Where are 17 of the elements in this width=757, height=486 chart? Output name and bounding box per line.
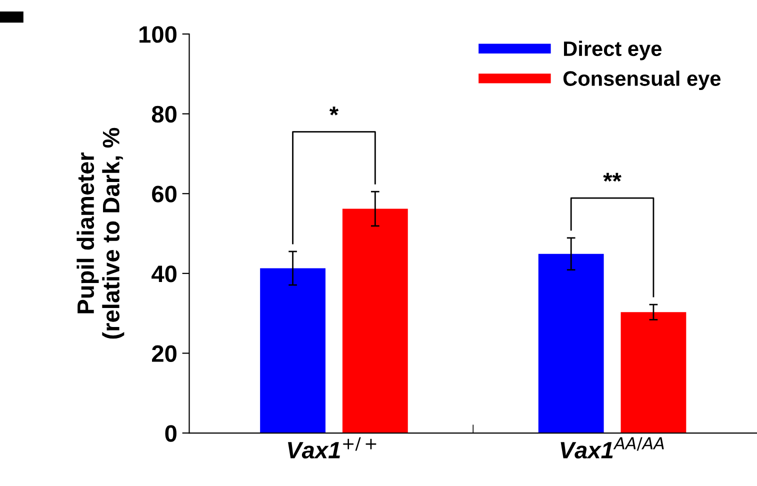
y-tick-label: 80 — [152, 106, 176, 123]
annotation: ** — [603, 172, 622, 182]
y-tick-label: 0 — [165, 425, 176, 442]
legend-label: Direct eye — [564, 40, 662, 60]
bar — [342, 208, 408, 434]
y-tick-label: 100 — [140, 26, 176, 43]
x-tick-label: Vax1$^{AA/AA}$ — [560, 437, 664, 459]
y-axis-title: Pupil diameter (relative to Dark, % — [76, 128, 124, 339]
y-tick-label: 60 — [152, 186, 176, 202]
legend-label: Consensual eye — [563, 70, 721, 90]
x-tick-label: Vax1$^{+/+}$ — [288, 437, 376, 459]
bar — [620, 312, 686, 434]
annotation: * — [329, 106, 339, 116]
y-tick-label: 40 — [152, 265, 176, 282]
bar — [260, 268, 326, 434]
y-tick-label: 20 — [152, 345, 176, 362]
bar — [538, 254, 604, 434]
